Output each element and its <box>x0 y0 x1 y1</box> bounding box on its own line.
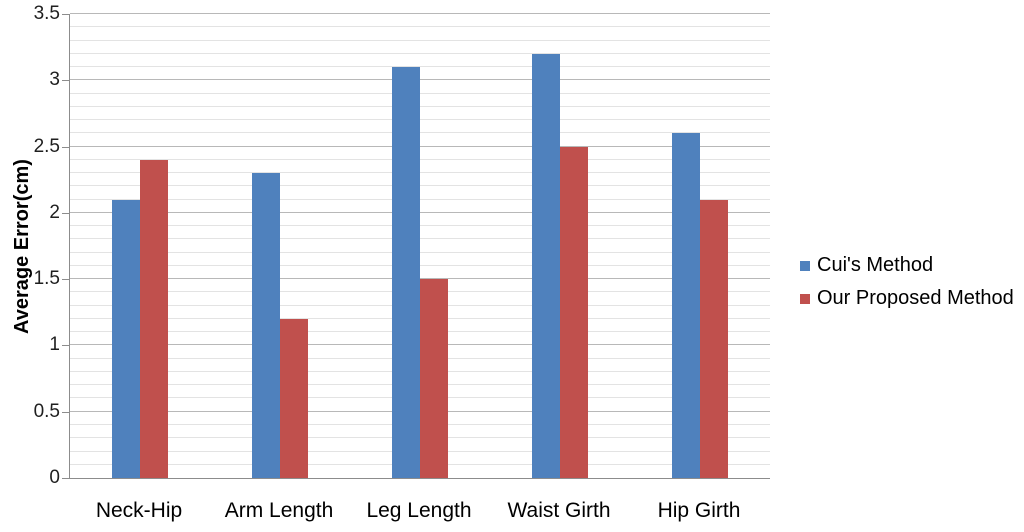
x-category-label: Arm Length <box>224 499 334 522</box>
legend-item: Cui's Method <box>800 249 1014 282</box>
legend-label: Our Proposed Method <box>817 287 1014 309</box>
bar-series-1 <box>392 67 420 478</box>
bar-series-1 <box>672 133 700 478</box>
y-tick-label: 1.5 <box>33 268 60 290</box>
x-category-label: Waist Girth <box>507 499 611 522</box>
major-gridline <box>70 211 770 213</box>
y-tick-mark <box>62 212 69 214</box>
minor-gridline <box>70 264 770 266</box>
bar-series-2 <box>700 199 728 478</box>
y-tick-mark <box>62 80 69 82</box>
minor-gridline <box>70 225 770 227</box>
y-tick-label: 0 <box>49 467 60 488</box>
minor-gridline <box>70 66 770 68</box>
minor-gridline <box>70 39 770 41</box>
major-gridline <box>70 278 770 280</box>
legend-item: Our Proposed Method <box>800 282 1014 315</box>
y-tick-mark <box>62 411 69 413</box>
legend: Cui's Method Our Proposed Method <box>800 249 1014 315</box>
y-tick-mark <box>62 14 69 15</box>
x-category-label: Neck-Hip <box>95 499 183 522</box>
y-tick-label: 2.5 <box>33 135 60 157</box>
minor-gridline <box>70 185 770 187</box>
y-tick-label: 2 <box>49 201 60 223</box>
major-gridline <box>70 79 770 81</box>
bar-series-1 <box>532 53 560 478</box>
y-tick-mark <box>62 345 69 347</box>
legend-swatch <box>800 260 810 271</box>
bar-series-2 <box>560 146 588 478</box>
bar-series-2 <box>420 279 448 478</box>
legend-label: Cui's Method <box>817 254 934 276</box>
minor-gridline <box>70 251 770 253</box>
minor-gridline <box>70 26 770 28</box>
y-tick-label: 3 <box>49 69 60 91</box>
minor-gridline <box>70 92 770 94</box>
major-gridline <box>70 145 770 147</box>
minor-gridline <box>70 158 770 160</box>
bar-series-1 <box>252 173 280 478</box>
bar-series-2 <box>140 159 168 478</box>
minor-gridline <box>70 52 770 54</box>
y-tick-mark <box>62 279 69 281</box>
y-tick-label: 0.5 <box>33 400 60 422</box>
minor-gridline <box>70 238 770 240</box>
minor-gridline <box>70 105 770 107</box>
y-tick-mark <box>62 146 69 148</box>
y-axis-title: Average Error(cm) <box>10 158 33 334</box>
y-tick-mark <box>62 478 69 479</box>
bar-series-1 <box>112 199 140 478</box>
x-category-label: Hip Girth <box>657 499 741 522</box>
y-tick-label: 1 <box>49 334 60 356</box>
minor-gridline <box>70 119 770 121</box>
minor-gridline <box>70 172 770 174</box>
x-category-label: Leg Length <box>366 499 472 522</box>
legend-swatch <box>800 293 810 304</box>
y-tick-label: 3.5 <box>33 3 60 24</box>
minor-gridline <box>70 132 770 134</box>
plot-area <box>69 13 770 479</box>
major-gridline <box>70 13 770 14</box>
minor-gridline <box>70 198 770 200</box>
bar-series-2 <box>280 318 308 478</box>
